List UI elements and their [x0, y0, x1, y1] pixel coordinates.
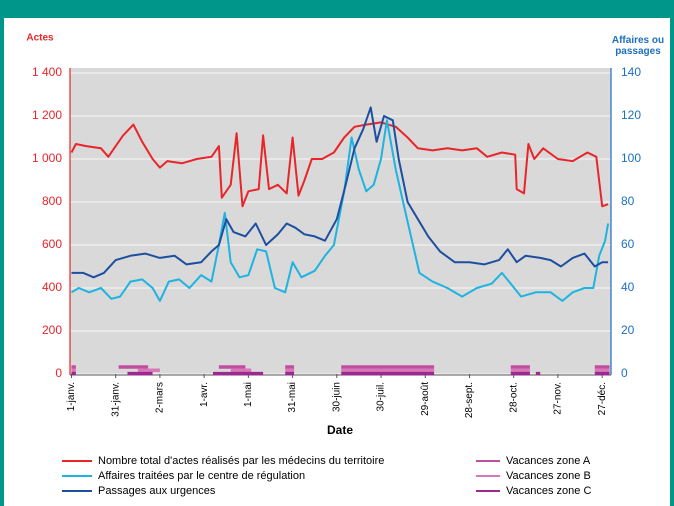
- series-line: [70, 119, 610, 302]
- series-line: [70, 121, 609, 208]
- legend-label: Vacances zone B: [506, 470, 591, 482]
- y2-axis-title: Affaires ou passages: [611, 35, 665, 57]
- legend-label: Affaires traitées par le centre de régul…: [98, 470, 305, 482]
- legend-label: Vacances zone A: [506, 455, 591, 467]
- y2-tick-label: 0: [621, 366, 628, 380]
- y-tick-label: 1 200: [32, 108, 62, 122]
- y-tick-label: 0: [55, 366, 62, 380]
- x-tick-label: 31-janv.: [110, 382, 121, 417]
- y2-tick-label: 60: [621, 237, 635, 251]
- y-tick-label: 1 400: [32, 65, 62, 79]
- x-tick-label: 31-mai: [287, 382, 298, 413]
- legend-label: Nombre total d'actes réalisés par les mé…: [98, 455, 384, 467]
- x-tick-label: 28-oct.: [508, 382, 519, 413]
- legend-label: Vacances zone C: [506, 485, 591, 497]
- y2-tick-label: 80: [621, 194, 635, 208]
- x-axis-title: Date: [327, 423, 353, 437]
- x-tick-label: 30-juin: [331, 382, 342, 412]
- y2-tick-label: 140: [621, 65, 641, 79]
- y-axis-title: Actes: [26, 33, 54, 44]
- y-tick-label: 800: [42, 194, 62, 208]
- x-tick-label: 28-sept.: [464, 382, 475, 418]
- x-tick-label: 27-déc.: [597, 382, 608, 415]
- x-tick-label: 29-août: [420, 382, 431, 416]
- x-tick-label: 1-janv.: [66, 382, 77, 411]
- y2-tick-label: 100: [621, 151, 641, 165]
- plot-area: [70, 68, 611, 375]
- x-tick-label: 30-juil.: [376, 382, 387, 411]
- x-tick-label: 2-mars: [155, 382, 166, 413]
- legend-label: Passages aux urgences: [98, 485, 216, 497]
- y-tick-label: 400: [42, 280, 62, 294]
- series-line: [71, 106, 609, 279]
- y2-tick-label: 120: [621, 108, 641, 122]
- x-tick-label: 27-nov.: [553, 382, 564, 415]
- y-tick-label: 1 000: [32, 151, 62, 165]
- y2-tick-label: 40: [621, 280, 635, 294]
- x-tick-label: 1-mai: [243, 382, 254, 407]
- x-tick-label: 1-avr.: [199, 382, 210, 407]
- y-tick-label: 600: [42, 237, 62, 251]
- y2-tick-label: 20: [621, 323, 635, 337]
- y-tick-label: 200: [42, 323, 62, 337]
